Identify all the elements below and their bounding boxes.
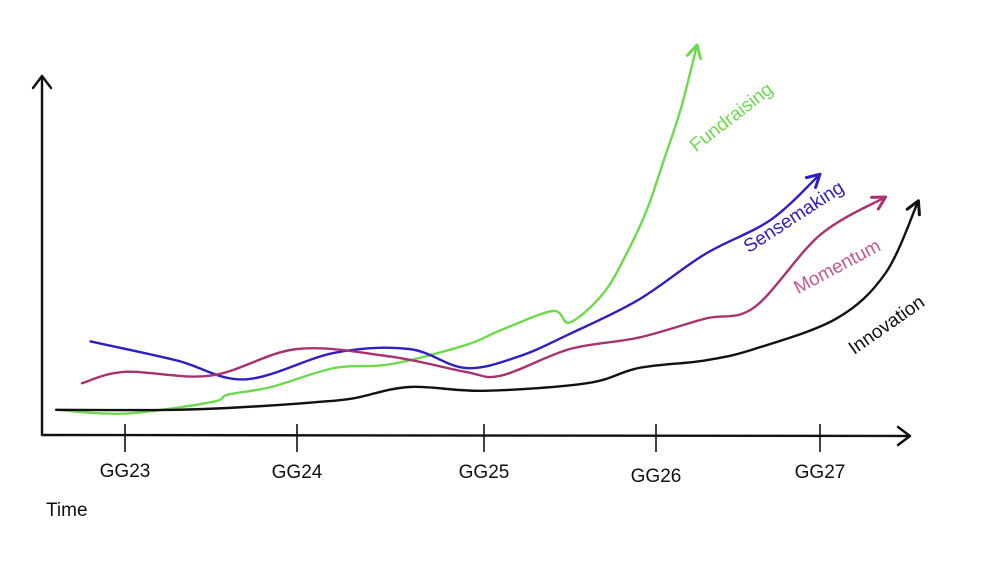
x-tick-labels: GG23 GG24 GG25 GG26 GG27 [100, 461, 846, 487]
series-label-momentum: Momentum [791, 236, 885, 299]
series-label-innovation: Innovation [845, 292, 929, 359]
x-tick-label: GG24 [272, 462, 323, 483]
x-tick-label: GG23 [100, 461, 151, 482]
x-axis-title: Time [46, 500, 88, 521]
x-ticks [124, 424, 821, 452]
series-label-sensemaking: Sensemaking [740, 177, 848, 257]
series-line-innovation [55, 199, 920, 412]
series-line-fundraising [55, 43, 699, 416]
series-layer [55, 43, 921, 416]
x-axis [40, 425, 912, 447]
x-tick-label: GG27 [795, 462, 846, 483]
series-line-sensemaking [89, 173, 822, 381]
y-axis [31, 74, 53, 437]
x-tick-label: GG25 [459, 462, 510, 483]
series-line-momentum [80, 195, 887, 385]
series-label-fundraising: Fundraising [686, 79, 777, 157]
x-tick-label: GG26 [631, 466, 682, 487]
